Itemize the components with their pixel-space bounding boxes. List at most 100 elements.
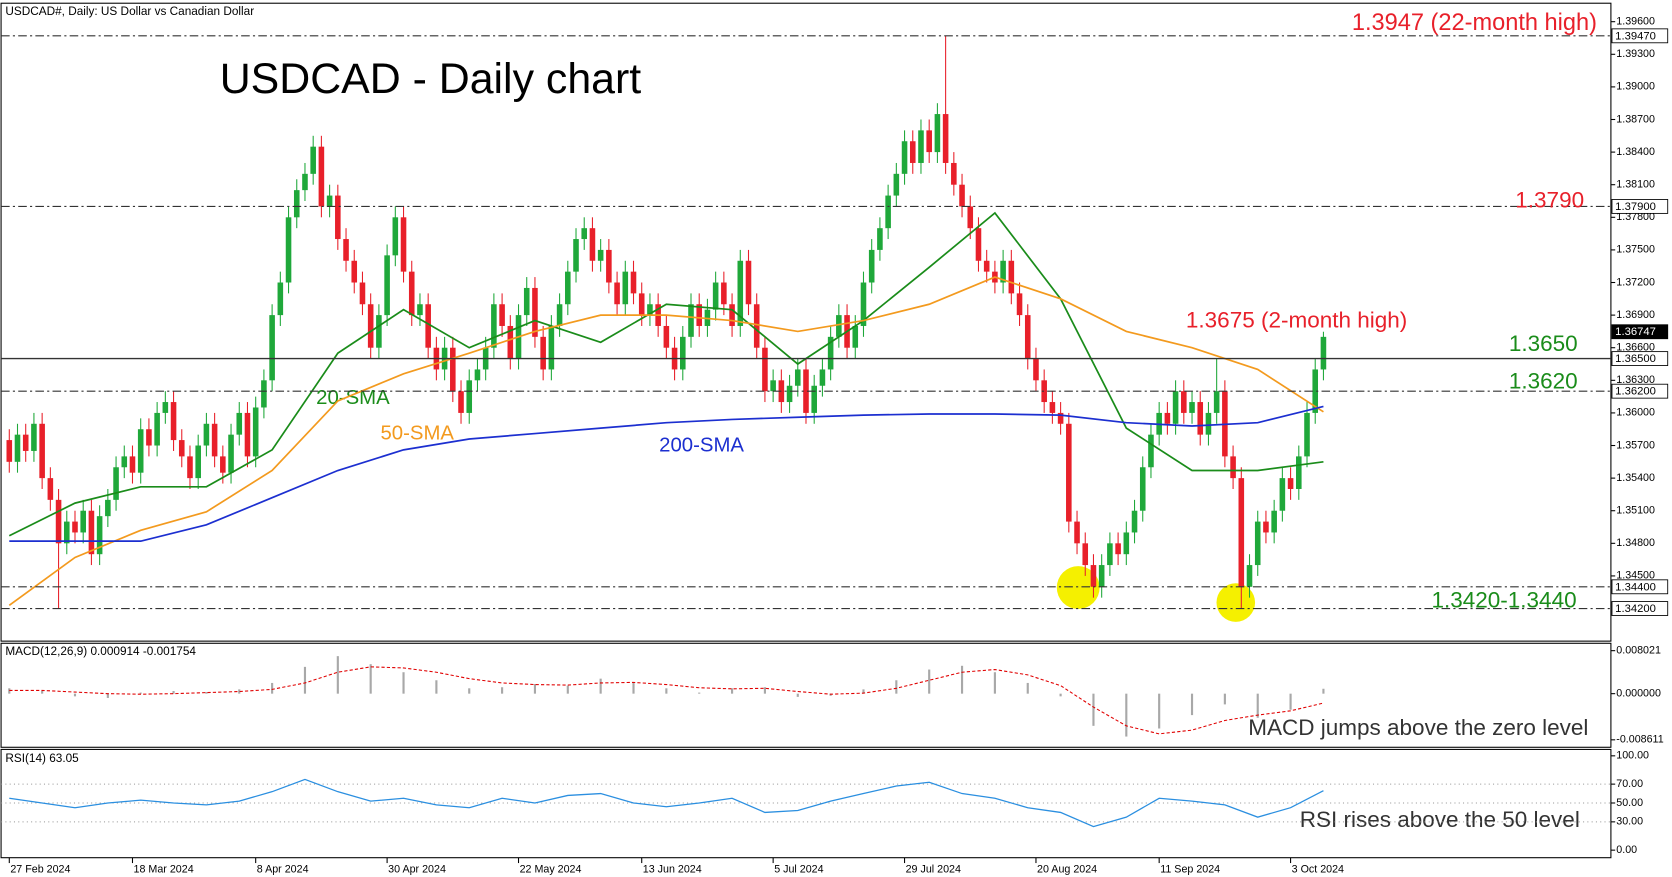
- panel: [0, 748, 1612, 859]
- candle-body: [951, 162, 957, 185]
- candle-body: [417, 304, 423, 316]
- candle-body: [392, 217, 399, 256]
- rsi-note: RSI rises above the 50 level: [1300, 807, 1580, 832]
- candle-body: [507, 325, 514, 359]
- candle-body: [540, 336, 546, 370]
- level-label: 1.36200: [1615, 386, 1656, 398]
- candle-body: [868, 249, 875, 283]
- y-tick-label: 0.00: [1616, 844, 1637, 856]
- candle-body: [400, 217, 407, 272]
- candle-body: [909, 141, 916, 163]
- candle-body: [244, 412, 251, 457]
- y-tick-label: 0.008021: [1616, 644, 1661, 656]
- candle-body: [351, 260, 358, 283]
- chart-title: USDCAD - Daily chart: [220, 55, 642, 103]
- y-tick-label: 1.39000: [1616, 81, 1655, 93]
- candle-body: [770, 380, 776, 392]
- candle-body: [1246, 565, 1253, 587]
- highlight-low: [1216, 583, 1256, 622]
- level-box: [1611, 383, 1669, 399]
- x-tick-label: 13 Jun 2024: [643, 863, 702, 875]
- candle-body: [211, 423, 218, 457]
- annotation: 1.3790: [1515, 188, 1584, 213]
- candle-body: [80, 510, 86, 533]
- candle-body: [1164, 412, 1171, 424]
- candle-body: [285, 217, 292, 283]
- y-tick-label: 1.39300: [1616, 48, 1655, 60]
- candle-body: [72, 521, 78, 533]
- candle-body: [811, 385, 817, 413]
- candle-body: [1024, 315, 1031, 359]
- candle-body: [1230, 456, 1236, 479]
- candle-body: [926, 130, 932, 153]
- candle-body: [137, 429, 144, 473]
- rsi-line: [9, 778, 1324, 828]
- sma-label: 20-SMA: [316, 387, 390, 409]
- candle-body: [55, 499, 62, 544]
- candle-body: [1082, 543, 1089, 566]
- y-tick-label: 0.000000: [1616, 687, 1661, 699]
- candle-body: [885, 195, 891, 229]
- y-tick-label: 30.00: [1616, 816, 1643, 828]
- candle-body: [1057, 412, 1064, 424]
- annotation: 1.3620: [1509, 369, 1578, 394]
- x-tick-label: 5 Jul 2024: [774, 863, 823, 875]
- candle-body: [614, 282, 620, 305]
- candle-body: [96, 516, 103, 555]
- candle-body: [228, 434, 234, 473]
- candle-body: [589, 228, 596, 261]
- candle-body: [827, 336, 834, 370]
- candle-body: [105, 499, 111, 517]
- rsi-label: RSI(14) 63.05: [5, 752, 79, 765]
- candle-body: [310, 146, 316, 174]
- x-tick-label: 29 Jul 2024: [906, 863, 961, 875]
- candle-body: [1271, 510, 1277, 533]
- candle-body: [31, 423, 37, 451]
- x-tick-label: 27 Feb 2024: [10, 863, 70, 875]
- y-tick-label: 1.37500: [1616, 244, 1655, 256]
- candle-body: [318, 146, 325, 207]
- level-box: [1611, 351, 1669, 366]
- level-box: [1611, 199, 1669, 214]
- candle-body: [154, 412, 160, 446]
- y-tick-label: 1.35100: [1616, 505, 1655, 517]
- candle-body: [1016, 293, 1023, 316]
- candle-body: [852, 325, 859, 348]
- y-tick-label: 1.38400: [1616, 146, 1655, 158]
- candle-body: [326, 195, 333, 207]
- candle-body: [187, 456, 193, 479]
- candle-body: [523, 287, 530, 316]
- candle-body: [39, 423, 45, 479]
- candle-body: [1123, 532, 1130, 555]
- candle-body: [688, 304, 694, 337]
- level-label: 1.34400: [1615, 581, 1656, 593]
- candle-body: [1304, 412, 1310, 457]
- candle-body: [901, 141, 908, 174]
- candle-body: [302, 173, 308, 191]
- candle-body: [729, 304, 735, 326]
- panel: [0, 2, 1612, 642]
- candle-body: [721, 282, 727, 305]
- y-tick-label: 1.36000: [1616, 407, 1655, 419]
- candle-body: [277, 282, 284, 316]
- candle-body: [1197, 402, 1204, 435]
- candle-body: [261, 380, 267, 408]
- chart-header: USDCAD#, Daily: US Dollar vs Canadian Do…: [5, 5, 254, 18]
- x-tick-label: 30 Apr 2024: [388, 863, 446, 875]
- candle-body: [630, 271, 637, 294]
- candle-body: [581, 228, 588, 240]
- candle-body: [343, 239, 349, 261]
- annotation: 1.3947 (22-month high): [1352, 9, 1597, 35]
- candle-body: [220, 456, 226, 473]
- candle-body: [983, 260, 990, 272]
- candle-body: [680, 336, 686, 370]
- candle-body: [1066, 423, 1072, 522]
- candle-body: [860, 282, 867, 326]
- y-tick-label: 1.34500: [1616, 570, 1655, 582]
- candle-body: [778, 380, 785, 403]
- level-label: 1.34200: [1615, 603, 1656, 615]
- candle-body: [1296, 456, 1302, 489]
- macd-signal: [9, 666, 1324, 735]
- candle-body: [269, 315, 275, 381]
